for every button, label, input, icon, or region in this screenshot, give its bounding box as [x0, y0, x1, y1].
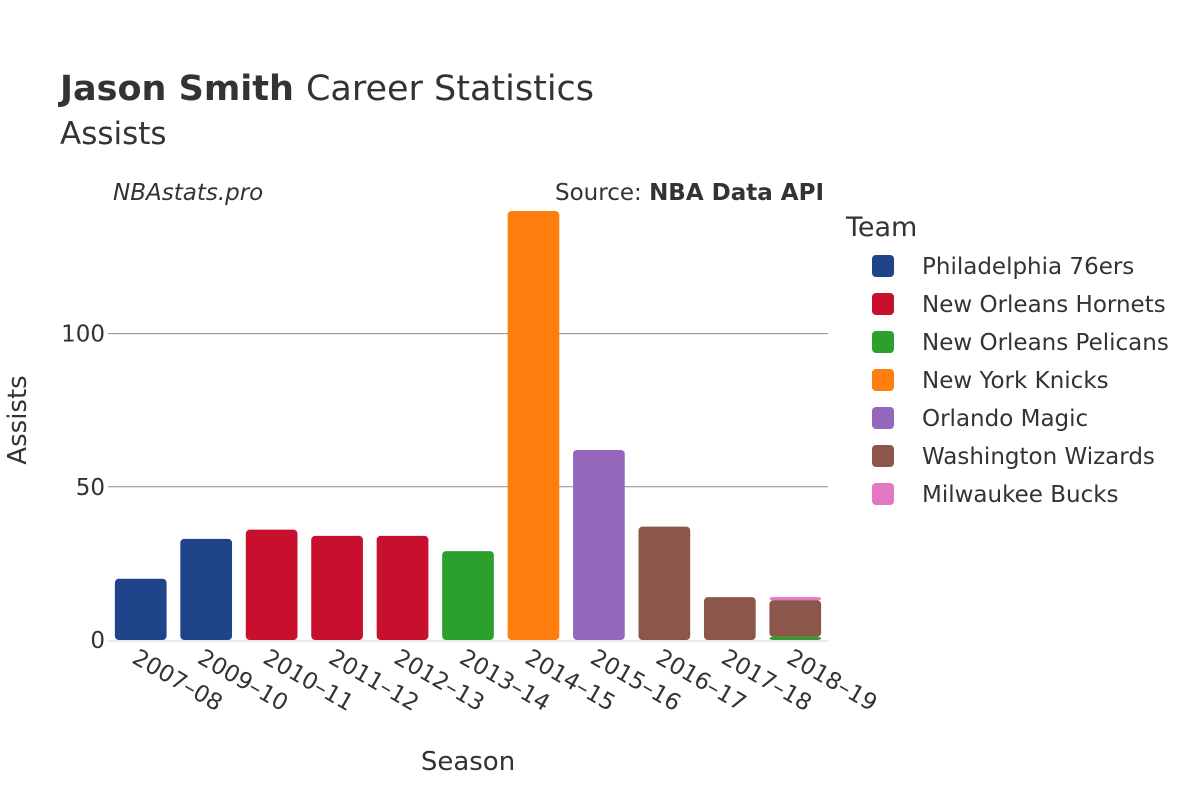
legend-item-label[interactable]: Milwaukee Bucks	[922, 482, 1119, 508]
source-name: NBA Data API	[649, 180, 824, 206]
legend-item-label[interactable]: New Orleans Pelicans	[922, 330, 1169, 356]
legend-title: Team	[845, 212, 917, 243]
source-prefix: Source:	[555, 180, 649, 206]
watermark: NBAstats.pro	[113, 180, 263, 206]
x-axis-title: Season	[421, 747, 515, 777]
legend-item-label[interactable]: Washington Wizards	[922, 444, 1155, 470]
gridlines	[108, 333, 828, 642]
bar-2007–08-philadelphia-76ers[interactable]	[114, 578, 167, 640]
legend-swatch	[872, 293, 894, 315]
bar-2012–13-new-orleans-hornets[interactable]	[376, 535, 429, 640]
bar-2018–19-new-orleans-pelicans[interactable]	[769, 636, 822, 640]
bar-2011–12-new-orleans-hornets[interactable]	[311, 535, 363, 640]
bar-2013–14-new-orleans-pelicans[interactable]	[442, 551, 494, 640]
bars	[114, 211, 822, 640]
legend-swatch	[872, 445, 894, 467]
title-player-name: Jason Smith	[58, 69, 294, 109]
bar-2015–16-orlando-magic[interactable]	[573, 450, 625, 640]
legend-item-label[interactable]: Orlando Magic	[922, 406, 1088, 432]
y-tick-label: 50	[76, 475, 105, 501]
legend-item-label[interactable]: Philadelphia 76ers	[922, 254, 1134, 280]
x-axis-ticks: 2007–082009–102010–112011–122012–132013–…	[128, 645, 882, 717]
legend: Philadelphia 76ers New Orleans Hornets New…	[872, 254, 1169, 508]
bar-2018–19-milwaukee-bucks[interactable]	[769, 597, 822, 601]
legend-swatch	[872, 407, 894, 429]
y-axis-ticks: 0 50 100	[61, 322, 105, 654]
legend-item-label[interactable]: New York Knicks	[922, 368, 1109, 394]
bar-2010–11-new-orleans-hornets[interactable]	[245, 529, 298, 640]
legend-swatch	[872, 483, 894, 505]
chart-subtitle: Assists	[60, 116, 167, 152]
bar-2016–17-washington-wizards[interactable]	[638, 526, 691, 640]
legend-swatch	[872, 331, 894, 353]
bar-2018–19-washington-wizards[interactable]	[769, 600, 822, 637]
legend-swatch	[872, 255, 894, 277]
legend-swatch	[872, 369, 894, 391]
bar-2009–10-philadelphia-76ers[interactable]	[180, 538, 233, 640]
source-credit: Source: NBA Data API	[555, 180, 824, 206]
bar-2014–15-new-york-knicks[interactable]	[507, 211, 560, 640]
title-rest: Career Statistics	[306, 69, 594, 109]
legend-item-label[interactable]: New Orleans Hornets	[922, 292, 1166, 318]
y-tick-label: 100	[61, 322, 105, 348]
bar-2017–18-washington-wizards[interactable]	[703, 597, 756, 640]
y-tick-label: 0	[90, 628, 105, 654]
y-axis-title: Assists	[3, 375, 33, 464]
chart-title: Jason Smith Career Statistics	[58, 69, 594, 109]
